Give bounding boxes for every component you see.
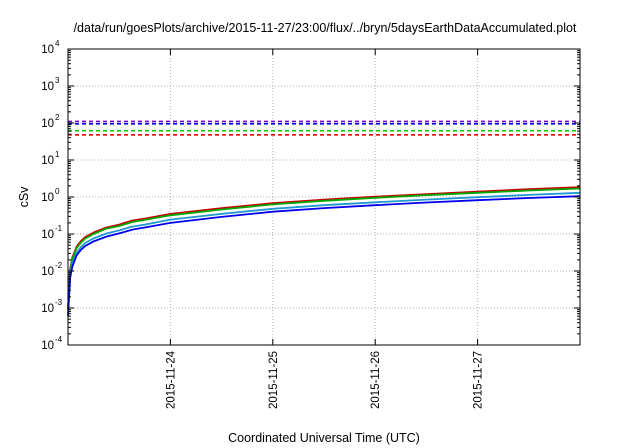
y-tick-label: 10 <box>41 266 54 278</box>
y-tick-label: 10 <box>41 303 54 315</box>
y-tick-exponent: -4 <box>55 335 63 344</box>
y-tick-label: 10 <box>41 229 54 241</box>
grid <box>68 49 580 345</box>
y-tick-exponent: 1 <box>55 150 60 159</box>
series-line <box>67 186 581 309</box>
y-axis-label: cSv <box>17 186 31 208</box>
x-axis: 2015-11-24 2015-11-25 2015-11-26 2015-11-27 <box>165 49 485 409</box>
y-tick-exponent: -2 <box>55 261 63 270</box>
series-line <box>67 191 581 314</box>
x-tick-label: 2015-11-26 <box>370 351 382 409</box>
threshold-lines <box>68 120 580 136</box>
x-axis-label: Coordinated Universal Time (UTC) <box>228 431 420 445</box>
series-line <box>67 187 581 310</box>
x-tick-label: 2015-11-25 <box>268 351 280 409</box>
y-tick-label: 10 <box>41 340 54 352</box>
data-series <box>67 186 581 317</box>
y-tick-exponent: 0 <box>55 187 60 196</box>
y-tick-exponent: 4 <box>55 39 60 48</box>
y-tick-exponent: -3 <box>55 298 63 307</box>
y-tick-label: 10 <box>41 155 54 167</box>
y-tick-exponent: -1 <box>55 224 63 233</box>
y-tick-label: 10 <box>41 192 54 204</box>
x-tick-label: 2015-11-27 <box>473 351 485 409</box>
y-tick-exponent: 2 <box>55 113 60 122</box>
series-line <box>67 195 581 317</box>
chart-title: /data/run/goesPlots/archive/2015-11-27/2… <box>74 21 577 35</box>
y-tick-label: 10 <box>41 44 54 56</box>
y-tick-label: 10 <box>41 81 54 93</box>
x-tick-label: 2015-11-24 <box>165 350 177 409</box>
y-tick-label: 10 <box>41 118 54 130</box>
y-tick-exponent: 3 <box>55 76 60 85</box>
